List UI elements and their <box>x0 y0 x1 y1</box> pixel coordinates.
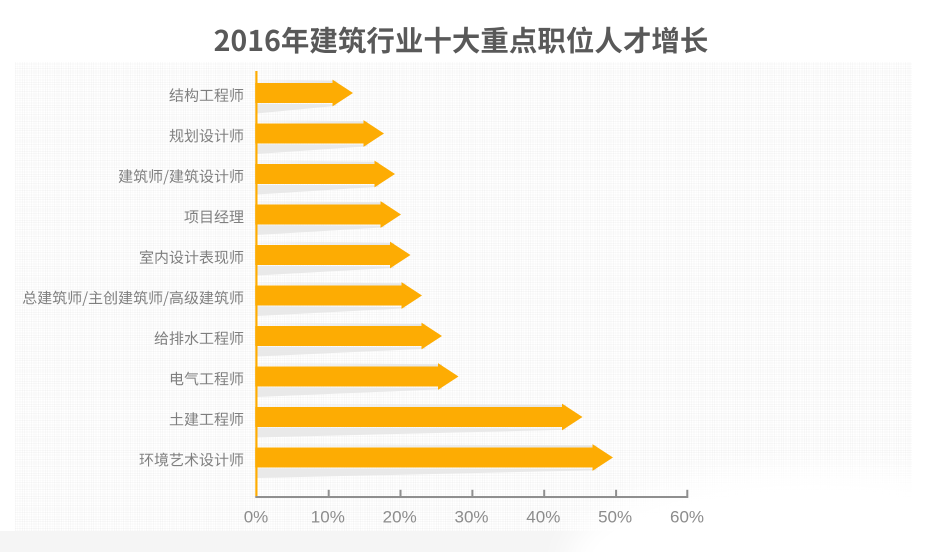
svg-text:40%: 40% <box>526 507 560 526</box>
svg-text:20%: 20% <box>383 507 417 526</box>
svg-text:0%: 0% <box>244 507 269 526</box>
svg-text:10%: 10% <box>311 507 345 526</box>
svg-text:50%: 50% <box>598 507 632 526</box>
svg-text:60%: 60% <box>670 507 704 526</box>
svg-text:30%: 30% <box>454 507 488 526</box>
